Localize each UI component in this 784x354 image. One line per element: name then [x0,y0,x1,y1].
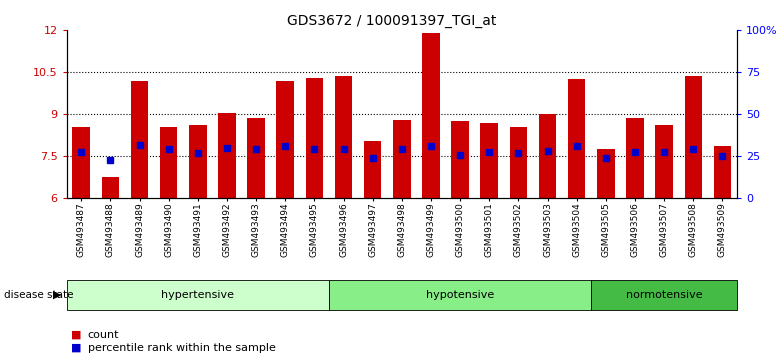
Bar [539,114,557,198]
Bar [72,127,90,198]
Text: disease state: disease state [4,290,74,300]
Bar [568,79,586,198]
Bar [510,127,527,198]
Bar [102,177,119,198]
Bar [160,127,177,198]
Text: ■: ■ [71,330,81,339]
Bar [218,113,236,198]
Bar [364,141,381,198]
Text: normotensive: normotensive [626,290,702,300]
Text: ■: ■ [71,343,81,353]
Bar [481,122,498,198]
Bar [335,76,352,198]
Text: percentile rank within the sample: percentile rank within the sample [88,343,276,353]
Bar [277,81,294,198]
Text: GDS3672 / 100091397_TGI_at: GDS3672 / 100091397_TGI_at [287,14,497,28]
Bar [684,76,702,198]
Text: hypotensive: hypotensive [426,290,494,300]
Bar [655,125,673,198]
Bar [131,81,148,198]
Text: ▶: ▶ [53,290,61,300]
Bar [452,121,469,198]
Text: count: count [88,330,119,339]
Text: hypertensive: hypertensive [162,290,234,300]
Bar [423,33,440,198]
Bar [306,78,323,198]
Bar [393,120,411,198]
Bar [597,149,615,198]
Bar [713,147,731,198]
Bar [626,118,644,198]
Bar [189,125,206,198]
Bar [247,118,265,198]
